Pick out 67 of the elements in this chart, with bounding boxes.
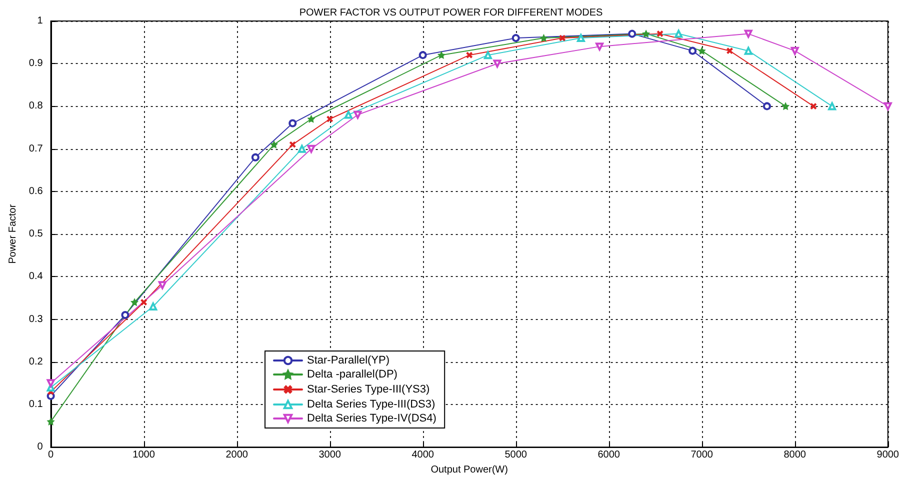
- x-tick-label: 6000: [598, 450, 620, 461]
- point: [418, 51, 427, 60]
- point: [726, 48, 733, 54]
- y-tick-label: 0.9: [28, 58, 44, 70]
- point: [466, 52, 472, 58]
- x-tick-label: 9000: [876, 450, 900, 461]
- point: [288, 119, 297, 128]
- x-tick-label: 1000: [132, 450, 156, 461]
- legend-label: Star-Series Type-III(YS3): [307, 383, 430, 396]
- x-tick-label: 3000: [318, 450, 342, 461]
- y-tick-label: 0.8: [28, 100, 44, 112]
- point: [790, 46, 799, 55]
- point: [131, 298, 138, 306]
- point: [326, 116, 333, 122]
- x-tick-label: 7000: [690, 450, 714, 461]
- point: [656, 30, 664, 37]
- x-tick-label: 2000: [226, 450, 248, 461]
- point: [298, 144, 306, 153]
- y-tick-label: 1: [37, 16, 44, 26]
- legend-label: Delta -parallel(DP): [307, 368, 398, 380]
- point: [744, 46, 752, 55]
- x-axis-title: Output Power(W): [430, 464, 508, 476]
- point: [140, 299, 147, 306]
- legend-label: Delta Series Type-III(DS3): [307, 398, 436, 410]
- x-tick-label: 4000: [412, 450, 434, 461]
- point: [290, 142, 296, 148]
- y-tick-label: 0.1: [28, 398, 44, 410]
- chart-title: POWER FACTOR VS OUTPUT POWER FOR DIFFERENT MODES: [299, 8, 604, 18]
- point: [884, 102, 892, 110]
- point: [308, 116, 315, 123]
- point: [149, 302, 158, 310]
- point: [251, 153, 260, 162]
- y-axis-title: Power Factor: [8, 204, 18, 264]
- point: [674, 30, 683, 38]
- point: [744, 30, 752, 38]
- x-tick-label: 8000: [784, 450, 806, 461]
- y-tick-label: 0.3: [28, 314, 44, 325]
- point: [540, 34, 548, 42]
- y-tick-label: 0.5: [28, 228, 44, 240]
- point: [642, 30, 650, 38]
- point: [121, 311, 130, 320]
- y-tick-label: 0.6: [28, 186, 44, 197]
- point: [828, 102, 836, 110]
- point: [782, 102, 790, 110]
- point: [810, 103, 816, 110]
- legend-label: Delta Series Type-IV(DS4): [307, 412, 436, 424]
- point: [270, 141, 278, 148]
- x-tick-label: 0: [48, 450, 54, 461]
- point: [628, 30, 636, 38]
- point: [344, 110, 352, 119]
- point: [438, 52, 445, 59]
- y-tick-label: 0.2: [28, 356, 44, 368]
- y-tick-label: 0.7: [28, 143, 44, 154]
- y-tick-label: 0: [37, 442, 44, 453]
- point: [158, 281, 166, 290]
- x-tick-label: 5000: [504, 450, 528, 461]
- point: [559, 35, 566, 42]
- point: [493, 60, 502, 68]
- point: [698, 47, 706, 54]
- point: [596, 42, 604, 51]
- y-tick-label: 0.4: [28, 271, 44, 282]
- point: [512, 34, 520, 42]
- legend-label: Star-Parallel(YP): [307, 354, 390, 366]
- point: [688, 46, 697, 55]
- point: [354, 110, 362, 119]
- point: [762, 102, 771, 110]
- point: [47, 418, 54, 426]
